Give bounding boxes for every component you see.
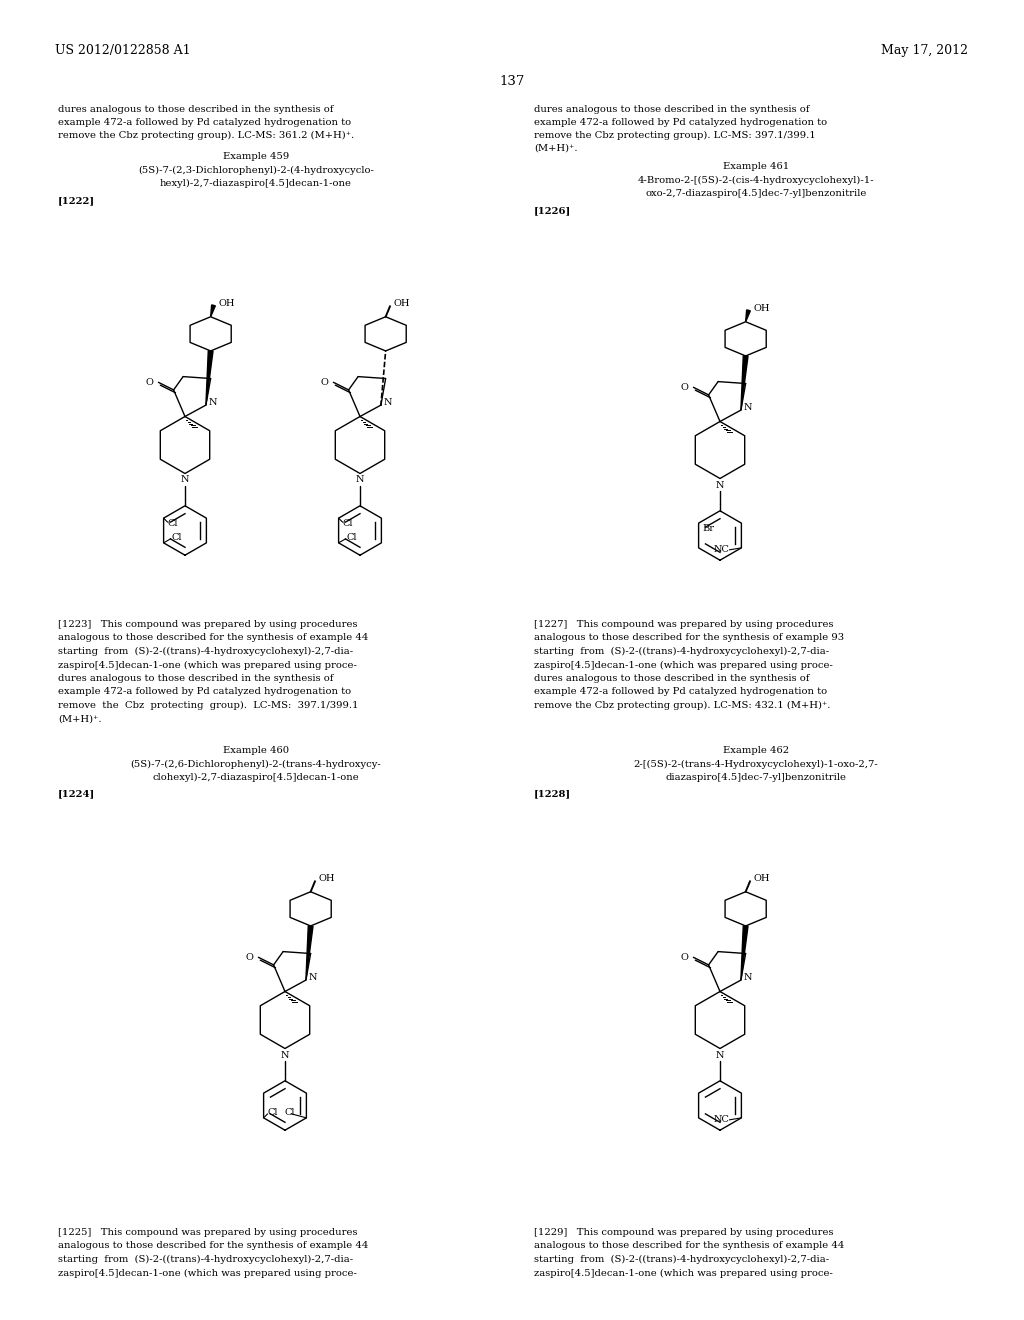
Text: example 472-a followed by Pd catalyzed hydrogenation to: example 472-a followed by Pd catalyzed h… [534, 688, 827, 697]
Text: Cl: Cl [285, 1109, 295, 1117]
Polygon shape [745, 310, 751, 322]
Text: starting  from  (S)-2-((trans)-4-hydroxycyclohexyl)-2,7-dia-: starting from (S)-2-((trans)-4-hydroxycy… [534, 647, 829, 656]
Text: analogous to those described for the synthesis of example 93: analogous to those described for the syn… [534, 634, 844, 643]
Polygon shape [306, 925, 313, 979]
Text: O: O [145, 378, 154, 387]
Text: Example 461: Example 461 [723, 162, 790, 172]
Text: hexyl)-2,7-diazaspiro[4.5]decan-1-one: hexyl)-2,7-diazaspiro[4.5]decan-1-one [160, 180, 352, 189]
Text: N: N [716, 480, 724, 490]
Text: OH: OH [218, 298, 234, 308]
Polygon shape [206, 351, 213, 405]
Text: O: O [681, 953, 689, 962]
Text: NC: NC [714, 545, 729, 554]
Text: example 472-a followed by Pd catalyzed hydrogenation to: example 472-a followed by Pd catalyzed h… [58, 117, 351, 127]
Text: (M+H)⁺.: (M+H)⁺. [534, 144, 578, 153]
Text: 137: 137 [500, 75, 524, 88]
Text: O: O [246, 953, 254, 962]
Text: N: N [355, 475, 365, 484]
Text: dures analogous to those described in the synthesis of: dures analogous to those described in th… [534, 106, 810, 114]
Text: (5S)-7-(2,6-Dichlorophenyl)-2-(trans-4-hydroxycy-: (5S)-7-(2,6-Dichlorophenyl)-2-(trans-4-h… [131, 760, 381, 770]
Text: analogous to those described for the synthesis of example 44: analogous to those described for the syn… [58, 1242, 369, 1250]
Text: [1225]   This compound was prepared by using procedures: [1225] This compound was prepared by usi… [58, 1228, 357, 1237]
Text: analogous to those described for the synthesis of example 44: analogous to those described for the syn… [58, 634, 369, 643]
Text: zaspiro[4.5]decan-1-one (which was prepared using proce-: zaspiro[4.5]decan-1-one (which was prepa… [534, 1269, 833, 1278]
Text: dures analogous to those described in the synthesis of: dures analogous to those described in th… [58, 675, 334, 682]
Text: N: N [281, 1051, 289, 1060]
Text: remove the Cbz protecting group). LC-MS: 397.1/399.1: remove the Cbz protecting group). LC-MS:… [534, 131, 816, 140]
Text: Example 459: Example 459 [223, 152, 289, 161]
Text: starting  from  (S)-2-((trans)-4-hydroxycyclohexyl)-2,7-dia-: starting from (S)-2-((trans)-4-hydroxycy… [58, 647, 353, 656]
Text: NC: NC [714, 1115, 729, 1125]
Text: O: O [321, 378, 329, 387]
Text: 4-Bromo-2-[(5S)-2-(cis-4-hydroxycyclohexyl)-1-: 4-Bromo-2-[(5S)-2-(cis-4-hydroxycyclohex… [638, 176, 874, 185]
Text: [1224]: [1224] [58, 789, 95, 799]
Text: [1223]   This compound was prepared by using procedures: [1223] This compound was prepared by usi… [58, 620, 357, 630]
Text: Example 460: Example 460 [223, 746, 289, 755]
Text: N: N [209, 397, 217, 407]
Text: N: N [384, 397, 392, 407]
Text: Cl: Cl [267, 1109, 279, 1117]
Text: zaspiro[4.5]decan-1-one (which was prepared using proce-: zaspiro[4.5]decan-1-one (which was prepa… [534, 660, 833, 669]
Polygon shape [741, 356, 748, 411]
Text: May 17, 2012: May 17, 2012 [881, 44, 968, 57]
Text: Cl: Cl [168, 519, 178, 528]
Text: N: N [309, 973, 317, 982]
Text: OH: OH [754, 304, 770, 313]
Text: dures analogous to those described in the synthesis of: dures analogous to those described in th… [58, 106, 334, 114]
Text: [1228]: [1228] [534, 789, 571, 799]
Polygon shape [741, 925, 748, 979]
Text: clohexyl)-2,7-diazaspiro[4.5]decan-1-one: clohexyl)-2,7-diazaspiro[4.5]decan-1-one [153, 774, 359, 783]
Text: [1222]: [1222] [58, 195, 95, 205]
Text: OH: OH [754, 874, 770, 883]
Text: Cl: Cl [343, 519, 353, 528]
Text: Cl: Cl [346, 533, 357, 543]
Text: example 472-a followed by Pd catalyzed hydrogenation to: example 472-a followed by Pd catalyzed h… [58, 688, 351, 697]
Text: [1226]: [1226] [534, 206, 571, 215]
Text: (M+H)⁺.: (M+H)⁺. [58, 714, 101, 723]
Polygon shape [211, 305, 215, 317]
Text: zaspiro[4.5]decan-1-one (which was prepared using proce-: zaspiro[4.5]decan-1-one (which was prepa… [58, 1269, 357, 1278]
Text: OH: OH [393, 298, 410, 308]
Text: N: N [743, 403, 753, 412]
Text: remove the Cbz protecting group). LC-MS: 432.1 (M+H)⁺.: remove the Cbz protecting group). LC-MS:… [534, 701, 830, 710]
Text: US 2012/0122858 A1: US 2012/0122858 A1 [55, 44, 190, 57]
Text: OH: OH [318, 874, 335, 883]
Text: Br: Br [702, 524, 715, 533]
Text: starting  from  (S)-2-((trans)-4-hydroxycyclohexyl)-2,7-dia-: starting from (S)-2-((trans)-4-hydroxycy… [58, 1255, 353, 1265]
Text: N: N [716, 1051, 724, 1060]
Text: 2-[(5S)-2-(trans-4-Hydroxycyclohexyl)-1-oxo-2,7-: 2-[(5S)-2-(trans-4-Hydroxycyclohexyl)-1-… [634, 760, 879, 770]
Text: O: O [681, 383, 689, 392]
Text: starting  from  (S)-2-((trans)-4-hydroxycyclohexyl)-2,7-dia-: starting from (S)-2-((trans)-4-hydroxycy… [534, 1255, 829, 1265]
Text: example 472-a followed by Pd catalyzed hydrogenation to: example 472-a followed by Pd catalyzed h… [534, 117, 827, 127]
Text: remove the Cbz protecting group). LC-MS: 361.2 (M+H)⁺.: remove the Cbz protecting group). LC-MS:… [58, 131, 354, 140]
Text: zaspiro[4.5]decan-1-one (which was prepared using proce-: zaspiro[4.5]decan-1-one (which was prepa… [58, 660, 357, 669]
Text: [1229]   This compound was prepared by using procedures: [1229] This compound was prepared by usi… [534, 1228, 834, 1237]
Text: N: N [181, 475, 189, 484]
Text: [1227]   This compound was prepared by using procedures: [1227] This compound was prepared by usi… [534, 620, 834, 630]
Text: remove  the  Cbz  protecting  group).  LC-MS:  397.1/399.1: remove the Cbz protecting group). LC-MS:… [58, 701, 358, 710]
Text: Example 462: Example 462 [723, 746, 790, 755]
Text: dures analogous to those described in the synthesis of: dures analogous to those described in th… [534, 675, 810, 682]
Text: diazaspiro[4.5]dec-7-yl]benzonitrile: diazaspiro[4.5]dec-7-yl]benzonitrile [666, 774, 847, 781]
Text: N: N [743, 973, 753, 982]
Text: oxo-2,7-diazaspiro[4.5]dec-7-yl]benzonitrile: oxo-2,7-diazaspiro[4.5]dec-7-yl]benzonit… [645, 189, 866, 198]
Text: Cl: Cl [172, 533, 182, 543]
Text: analogous to those described for the synthesis of example 44: analogous to those described for the syn… [534, 1242, 845, 1250]
Text: (5S)-7-(2,3-Dichlorophenyl)-2-(4-hydroxycyclo-: (5S)-7-(2,3-Dichlorophenyl)-2-(4-hydroxy… [138, 166, 374, 176]
